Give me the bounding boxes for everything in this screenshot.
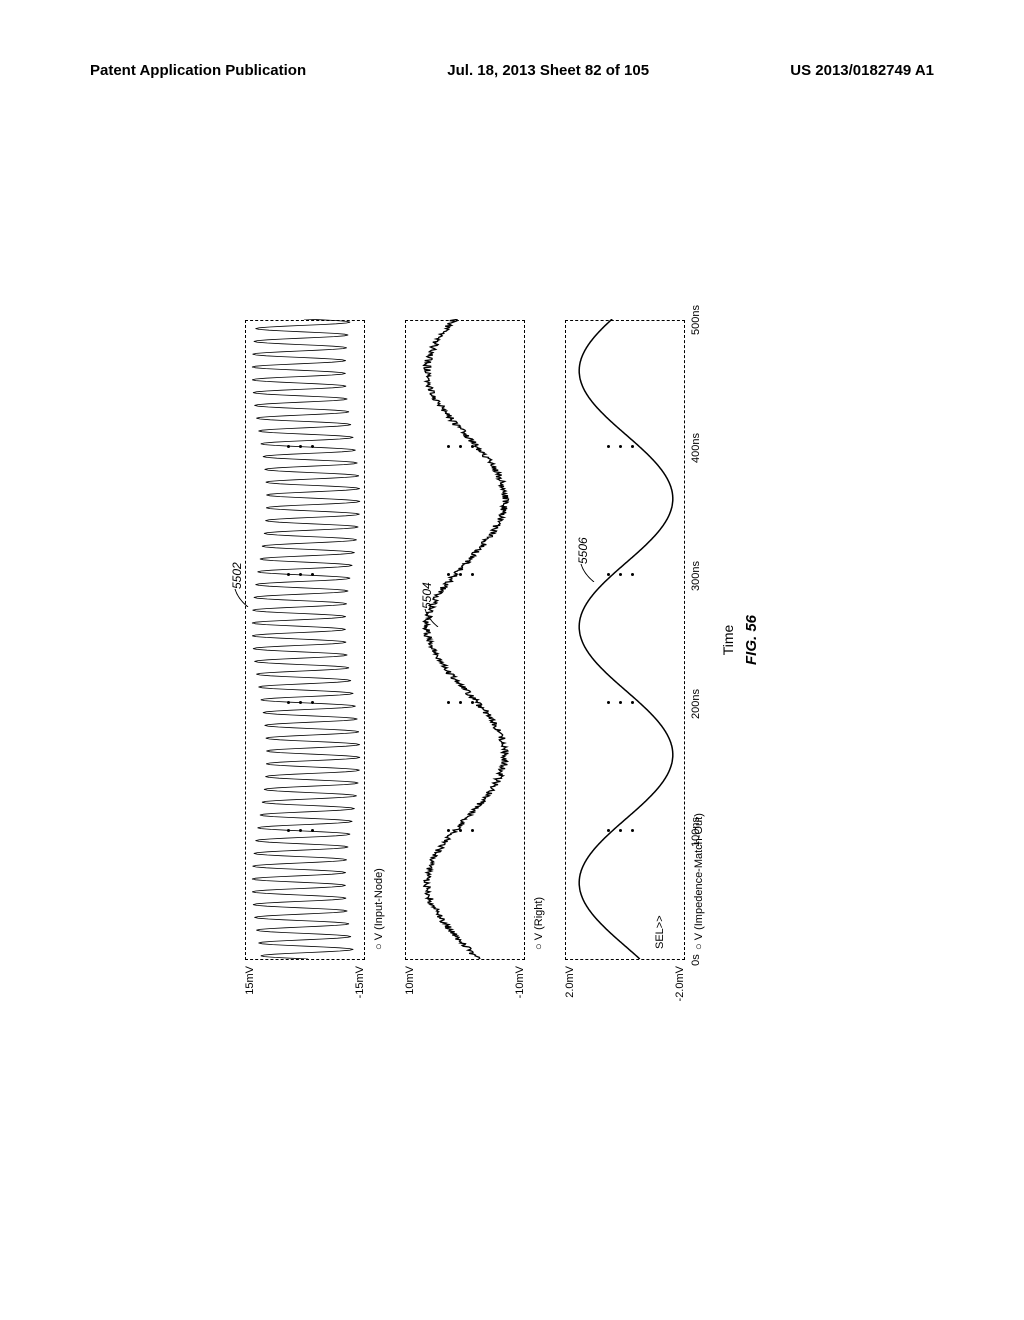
xtick-4: 400ns <box>690 433 702 463</box>
markers-panel1 <box>246 319 366 959</box>
markers-panel3 <box>566 319 686 959</box>
annotation-5504: 5504 <box>420 582 434 609</box>
xtick-5: 500ns <box>690 305 702 335</box>
page-header: Patent Application Publication Jul. 18, … <box>90 62 934 79</box>
panel-right: 10mV -10mV 5504 <box>405 320 525 960</box>
panel-input-node: 15mV -15mV 5502 <box>245 320 365 960</box>
xtick-0: 0s <box>690 954 702 966</box>
panel2-ytop: 10mV <box>404 966 416 1016</box>
header-center: Jul. 18, 2013 Sheet 82 of 105 <box>447 62 649 79</box>
panel1-ybot: -15mV <box>354 966 366 1016</box>
panel1-ytop: 15mV <box>244 966 256 1016</box>
markers-panel2 <box>406 319 526 959</box>
xtick-1: 100ns <box>690 817 702 847</box>
xtick-3: 300ns <box>690 561 702 591</box>
panel3-ytop: 2.0mV <box>564 966 576 1016</box>
header-right: US 2013/0182749 A1 <box>790 62 934 79</box>
xtick-2: 200ns <box>690 689 702 719</box>
chart-wrapper: 15mV -15mV 5502 ○ V (Input-Node) 10mV -1… <box>245 260 775 1020</box>
header-left: Patent Application Publication <box>90 62 306 79</box>
figure-container: 15mV -15mV 5502 ○ V (Input-Node) 10mV -1… <box>130 375 890 905</box>
annotation-5502: 5502 <box>230 562 244 589</box>
x-axis-label: Time <box>720 625 736 656</box>
trace-label-right: ○ V (Right) <box>533 897 545 950</box>
annotation-5506: 5506 <box>576 537 590 564</box>
trace-label-input-node: ○ V (Input-Node) <box>373 868 385 950</box>
panel3-ybot: -2.0mV <box>674 966 686 1016</box>
figure-caption: FIG. 56 <box>743 615 760 665</box>
x-axis-ticks: 0s 100ns 200ns 300ns 400ns 500ns <box>690 320 710 960</box>
panel2-ybot: -10mV <box>514 966 526 1016</box>
panel-impedance-match-out: 2.0mV -2.0mV SEL>> 5506 <box>565 320 685 960</box>
